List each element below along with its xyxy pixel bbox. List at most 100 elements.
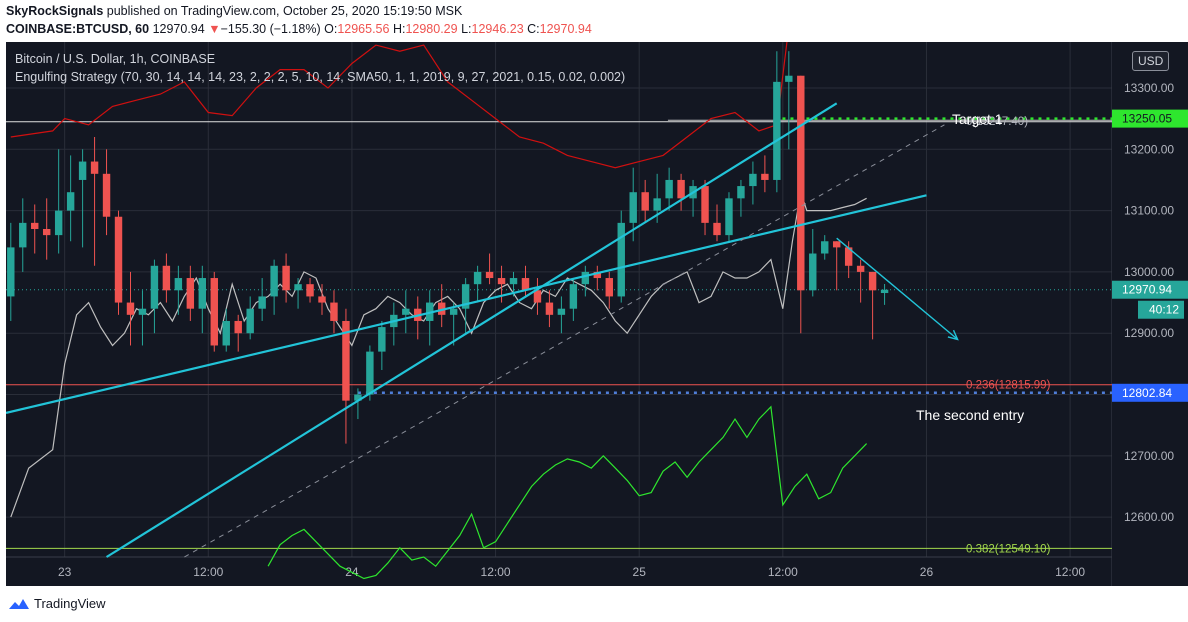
author-name[interactable]: SkyRockSignals <box>6 4 104 18</box>
price-tick-label: 13300.00 <box>1124 81 1174 95</box>
candle <box>557 296 566 334</box>
time-tick-label: 26 <box>920 565 934 579</box>
tradingview-logo-icon[interactable] <box>8 596 30 612</box>
candle <box>821 235 829 260</box>
candle <box>31 204 39 254</box>
fib-level-label: 0(13247.40) <box>966 116 1028 128</box>
candle-body <box>844 247 853 266</box>
arrow-line[interactable] <box>836 237 959 340</box>
candle <box>485 253 494 285</box>
candle-body <box>186 278 195 309</box>
arrow-head-icon <box>947 329 959 341</box>
candle <box>521 265 530 297</box>
time-tick-label: 12:00 <box>1055 565 1085 579</box>
candle <box>832 241 841 291</box>
candle <box>617 210 625 303</box>
footer: TradingView <box>0 586 1188 622</box>
candle <box>677 173 685 211</box>
candle <box>689 179 697 217</box>
candle-body <box>306 284 314 297</box>
candle-body <box>545 302 554 315</box>
entry-price-tag-bg <box>1112 383 1188 402</box>
brand-name[interactable]: TradingView <box>34 596 106 611</box>
time-tick-label: 12:00 <box>193 565 223 579</box>
candle <box>282 253 290 303</box>
open-label: O: <box>324 22 338 36</box>
candle <box>366 345 374 401</box>
candle <box>713 204 721 242</box>
fib-level-label: 0.236(12815.99) <box>966 380 1051 392</box>
candle <box>19 198 27 272</box>
candle <box>581 265 590 297</box>
candle <box>569 278 578 321</box>
candle <box>378 320 386 371</box>
candle-body <box>569 284 578 309</box>
candle-body <box>797 75 805 291</box>
price-tick-label: 13100.00 <box>1124 204 1174 218</box>
candle <box>809 228 817 297</box>
candle-body <box>737 186 745 199</box>
candle <box>402 290 410 334</box>
candle-body <box>713 222 721 236</box>
candle <box>198 265 207 334</box>
candle <box>665 167 673 211</box>
candle <box>186 265 195 321</box>
horizontal-levels <box>6 117 1112 549</box>
upper-band-line <box>10 42 788 169</box>
close-value: 12970.94 <box>539 22 592 36</box>
candle-body <box>485 271 494 279</box>
candle-body <box>665 179 673 199</box>
candle <box>593 265 602 291</box>
time-tick-label: 12:00 <box>768 565 798 579</box>
entry-price-tag: 12802.84 <box>1122 386 1172 400</box>
candle-body <box>641 192 649 211</box>
candle-body <box>222 320 230 346</box>
candle-body <box>246 308 254 334</box>
candle <box>150 259 159 334</box>
candle-body <box>198 278 207 309</box>
sma-line <box>10 192 867 518</box>
legend-strategy[interactable]: Engulfing Strategy (70, 30, 14, 14, 14, … <box>15 70 626 84</box>
candle-body <box>126 302 135 315</box>
candle-body <box>234 320 242 334</box>
candle <box>856 259 865 303</box>
candle-body <box>809 253 817 291</box>
price-axis[interactable]: 12600.0012700.0012800.0012900.0013000.00… <box>1112 42 1188 586</box>
candle-body <box>521 278 530 291</box>
candle <box>78 149 87 248</box>
currency-button[interactable]: USD <box>1132 51 1170 71</box>
candle-body <box>114 216 123 303</box>
chart-pane[interactable]: 23 12:00 24 12:00 25 12:00 26 12:00 0(13247.40)… <box>6 42 1118 586</box>
price-axis-pane[interactable]: 12600.0012700.0012800.0012900.0013000.00… <box>1112 42 1188 586</box>
target-price-tag: 13250.05 <box>1122 112 1172 126</box>
drawings[interactable] <box>6 102 959 558</box>
candle <box>749 161 757 205</box>
price-tick-label: 12700.00 <box>1124 449 1174 463</box>
symbol-label: COINBASE:BTCUSD, 60 <box>6 22 150 36</box>
candle-body <box>856 265 865 272</box>
oscillator-line <box>267 405 868 580</box>
candle-body <box>342 320 350 401</box>
candle-body <box>785 75 793 82</box>
candle-body <box>162 265 171 291</box>
candle-body <box>270 265 278 297</box>
candle-body <box>150 265 159 309</box>
indicator-lines <box>10 42 868 580</box>
trendline[interactable] <box>105 102 838 558</box>
publish-header: SkyRockSignals published on TradingView.… <box>0 0 1188 42</box>
candle <box>725 192 733 242</box>
candle <box>437 284 446 328</box>
price-tick-label: 12900.00 <box>1124 326 1174 340</box>
candle-body <box>629 192 637 223</box>
candle <box>461 278 470 334</box>
candle <box>342 308 350 444</box>
trendline[interactable] <box>6 194 927 414</box>
candle-body <box>701 186 709 223</box>
candle <box>330 290 338 334</box>
candle <box>42 198 51 260</box>
candle <box>473 265 482 303</box>
price-change: −155.30 (−1.18%) <box>220 22 321 36</box>
candle-body <box>653 198 661 211</box>
candle <box>102 149 111 236</box>
price-chart[interactable]: 23 12:00 24 12:00 25 12:00 26 12:00 0(13247.40)… <box>6 42 1118 586</box>
